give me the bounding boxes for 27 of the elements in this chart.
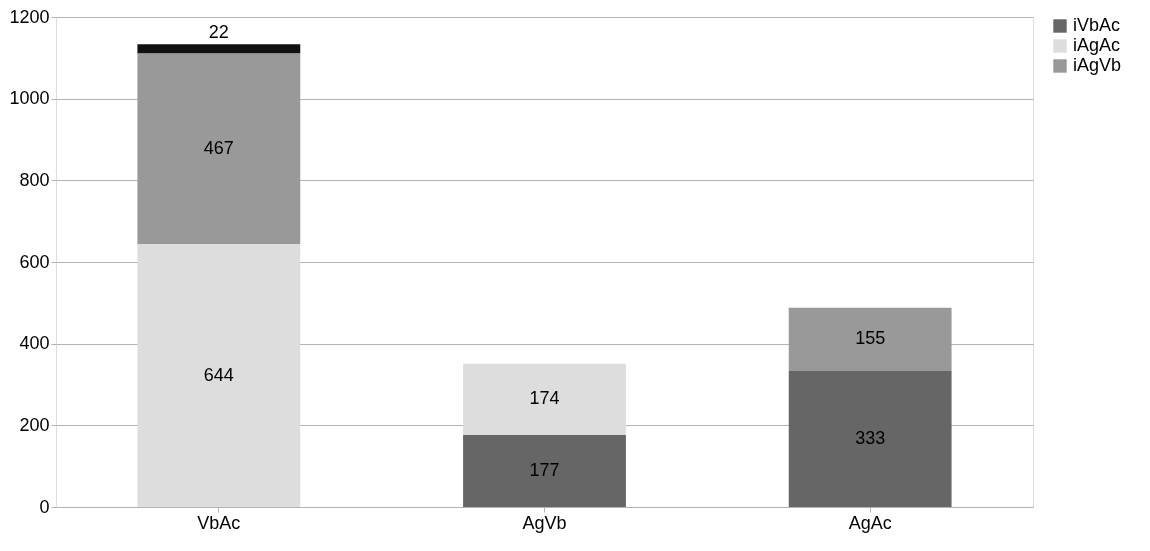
bar [788,307,952,372]
bar [463,434,626,507]
bar [137,44,301,54]
x-tick-label: AgVb [522,512,567,533]
legend-label: iAgAc [1073,35,1121,55]
x-tick-label: AgAc [848,512,892,533]
bar [788,371,952,507]
legend-label: iAgVb [1073,55,1122,75]
y-tick-label: 400 [19,333,50,354]
y-tick-label: 600 [19,251,50,272]
y-tick-label: 0 [39,496,50,517]
bar [137,53,301,245]
data-label: 22 [208,21,229,42]
y-tick-label: 1200 [9,6,50,27]
data-label: 333 [855,428,886,449]
data-label: 644 [203,364,234,385]
bar [463,363,626,435]
data-label: 467 [203,137,234,158]
bar [137,244,301,507]
y-tick-label: 800 [19,169,50,190]
legend-label: iVbAc [1073,15,1121,35]
x-tick-label: VbAc [197,512,241,533]
data-label: 177 [529,459,560,480]
y-tick-label: 1000 [9,88,50,109]
y-tick-label: 200 [19,414,50,435]
data-label: 155 [855,328,886,349]
data-label: 174 [529,388,560,409]
